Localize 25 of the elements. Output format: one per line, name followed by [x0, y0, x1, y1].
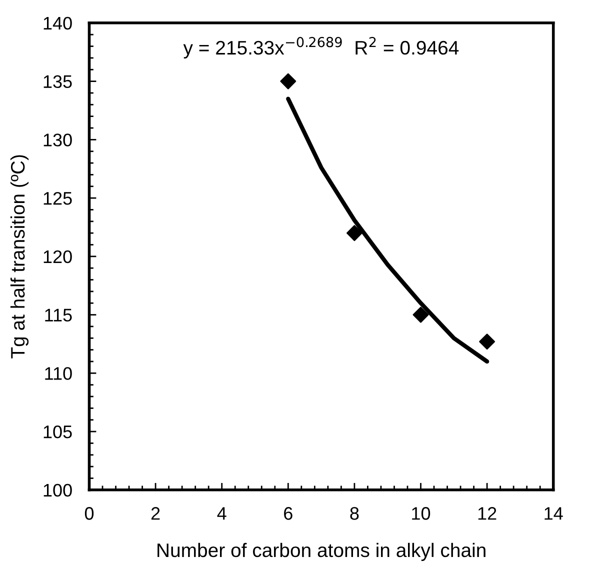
y-tick-label: 115: [45, 308, 72, 322]
x-tick-label: 8: [350, 507, 359, 520]
x-tick-label: 2: [151, 507, 160, 520]
x-tick-label: 10: [412, 507, 430, 520]
y-tick-label: 120: [44, 250, 72, 264]
y-tick-label: 140: [44, 16, 72, 30]
x-tick-label: 0: [84, 507, 94, 520]
y-tick-label: 100: [44, 484, 72, 497]
point: [479, 334, 496, 350]
y-tick-label: 110: [45, 367, 72, 380]
x-tick-label: 14: [544, 507, 563, 520]
point: [280, 73, 296, 90]
x-tick-label: 4: [217, 507, 226, 520]
point: [412, 306, 429, 323]
y-tick-label: 135: [44, 75, 72, 88]
y-tick-label: 130: [44, 134, 72, 146]
x-axis-title: Number of carbon atoms in alkyl chain: [158, 542, 486, 561]
x-tick-label: 12: [478, 507, 496, 520]
point: [346, 225, 362, 242]
y-axis-title: Tg at half transition (ºC): [10, 155, 29, 358]
y-tick-label: 125: [44, 192, 72, 205]
annotation: y = 215.33x$^{−0.2689}$ R$^{2}$ = 0.9464: [183, 36, 459, 59]
line-series: [286, 96, 490, 364]
x-tick-label: 6: [284, 507, 292, 520]
y-tick-label: 105: [44, 425, 72, 438]
